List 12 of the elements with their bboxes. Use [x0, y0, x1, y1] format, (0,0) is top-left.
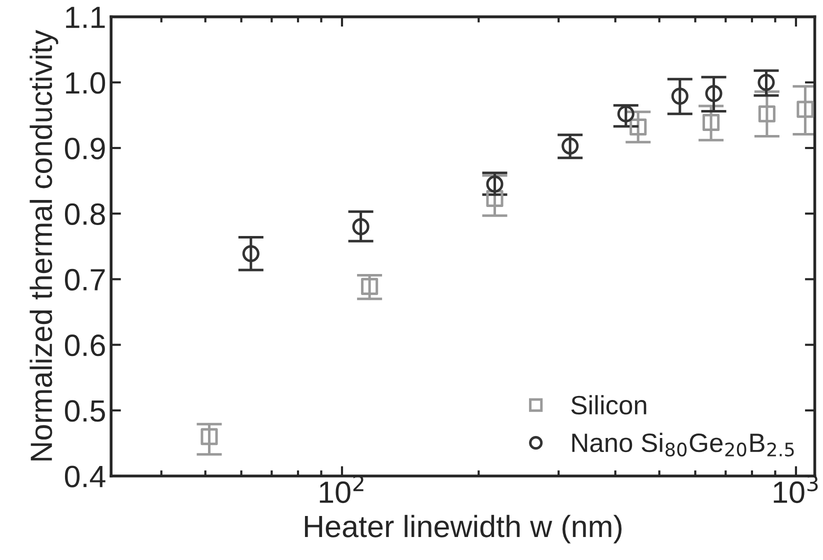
y-axis-title: Normalized thermal conductivity: [30, 30, 58, 460]
y-tick-label: 0.9: [64, 138, 105, 160]
y-tick-label: 0.4: [64, 466, 106, 488]
y-tick-label: 1.0: [66, 72, 106, 94]
y-tick-label: 0.7: [64, 268, 105, 291]
y-tick-label: 0.8: [64, 203, 105, 225]
x-axis-title: Heater linewidth w (nm): [304, 514, 622, 544]
y-tick-label: 1.1: [66, 6, 105, 28]
legend-label: Nano Si$_{80}$Ge$_{20}$B$_{2.5}$: [572, 432, 794, 457]
y-tick-label: 0.5: [64, 400, 105, 422]
legend-label: Silicon: [571, 395, 646, 415]
y-tick-label: 0.6: [64, 334, 105, 356]
